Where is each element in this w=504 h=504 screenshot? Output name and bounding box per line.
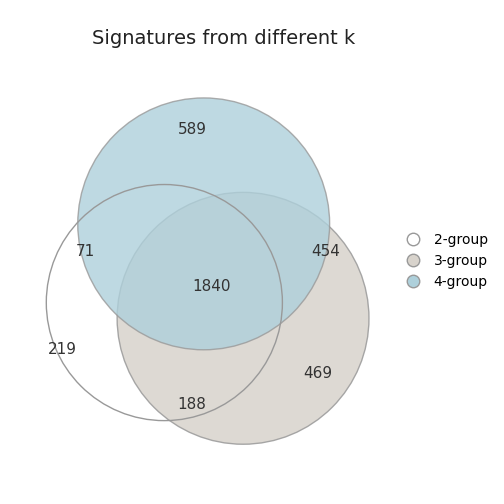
Circle shape bbox=[78, 98, 330, 350]
Text: 469: 469 bbox=[303, 366, 332, 381]
Text: 219: 219 bbox=[47, 342, 77, 357]
Text: 71: 71 bbox=[76, 244, 95, 259]
Legend: 2-group, 3-group, 4-group: 2-group, 3-group, 4-group bbox=[395, 229, 492, 293]
Text: 1840: 1840 bbox=[193, 279, 231, 294]
Title: Signatures from different k: Signatures from different k bbox=[92, 29, 355, 47]
Text: 454: 454 bbox=[311, 244, 340, 259]
Text: 589: 589 bbox=[177, 122, 207, 137]
Text: 188: 188 bbox=[177, 397, 206, 412]
Circle shape bbox=[117, 193, 369, 444]
